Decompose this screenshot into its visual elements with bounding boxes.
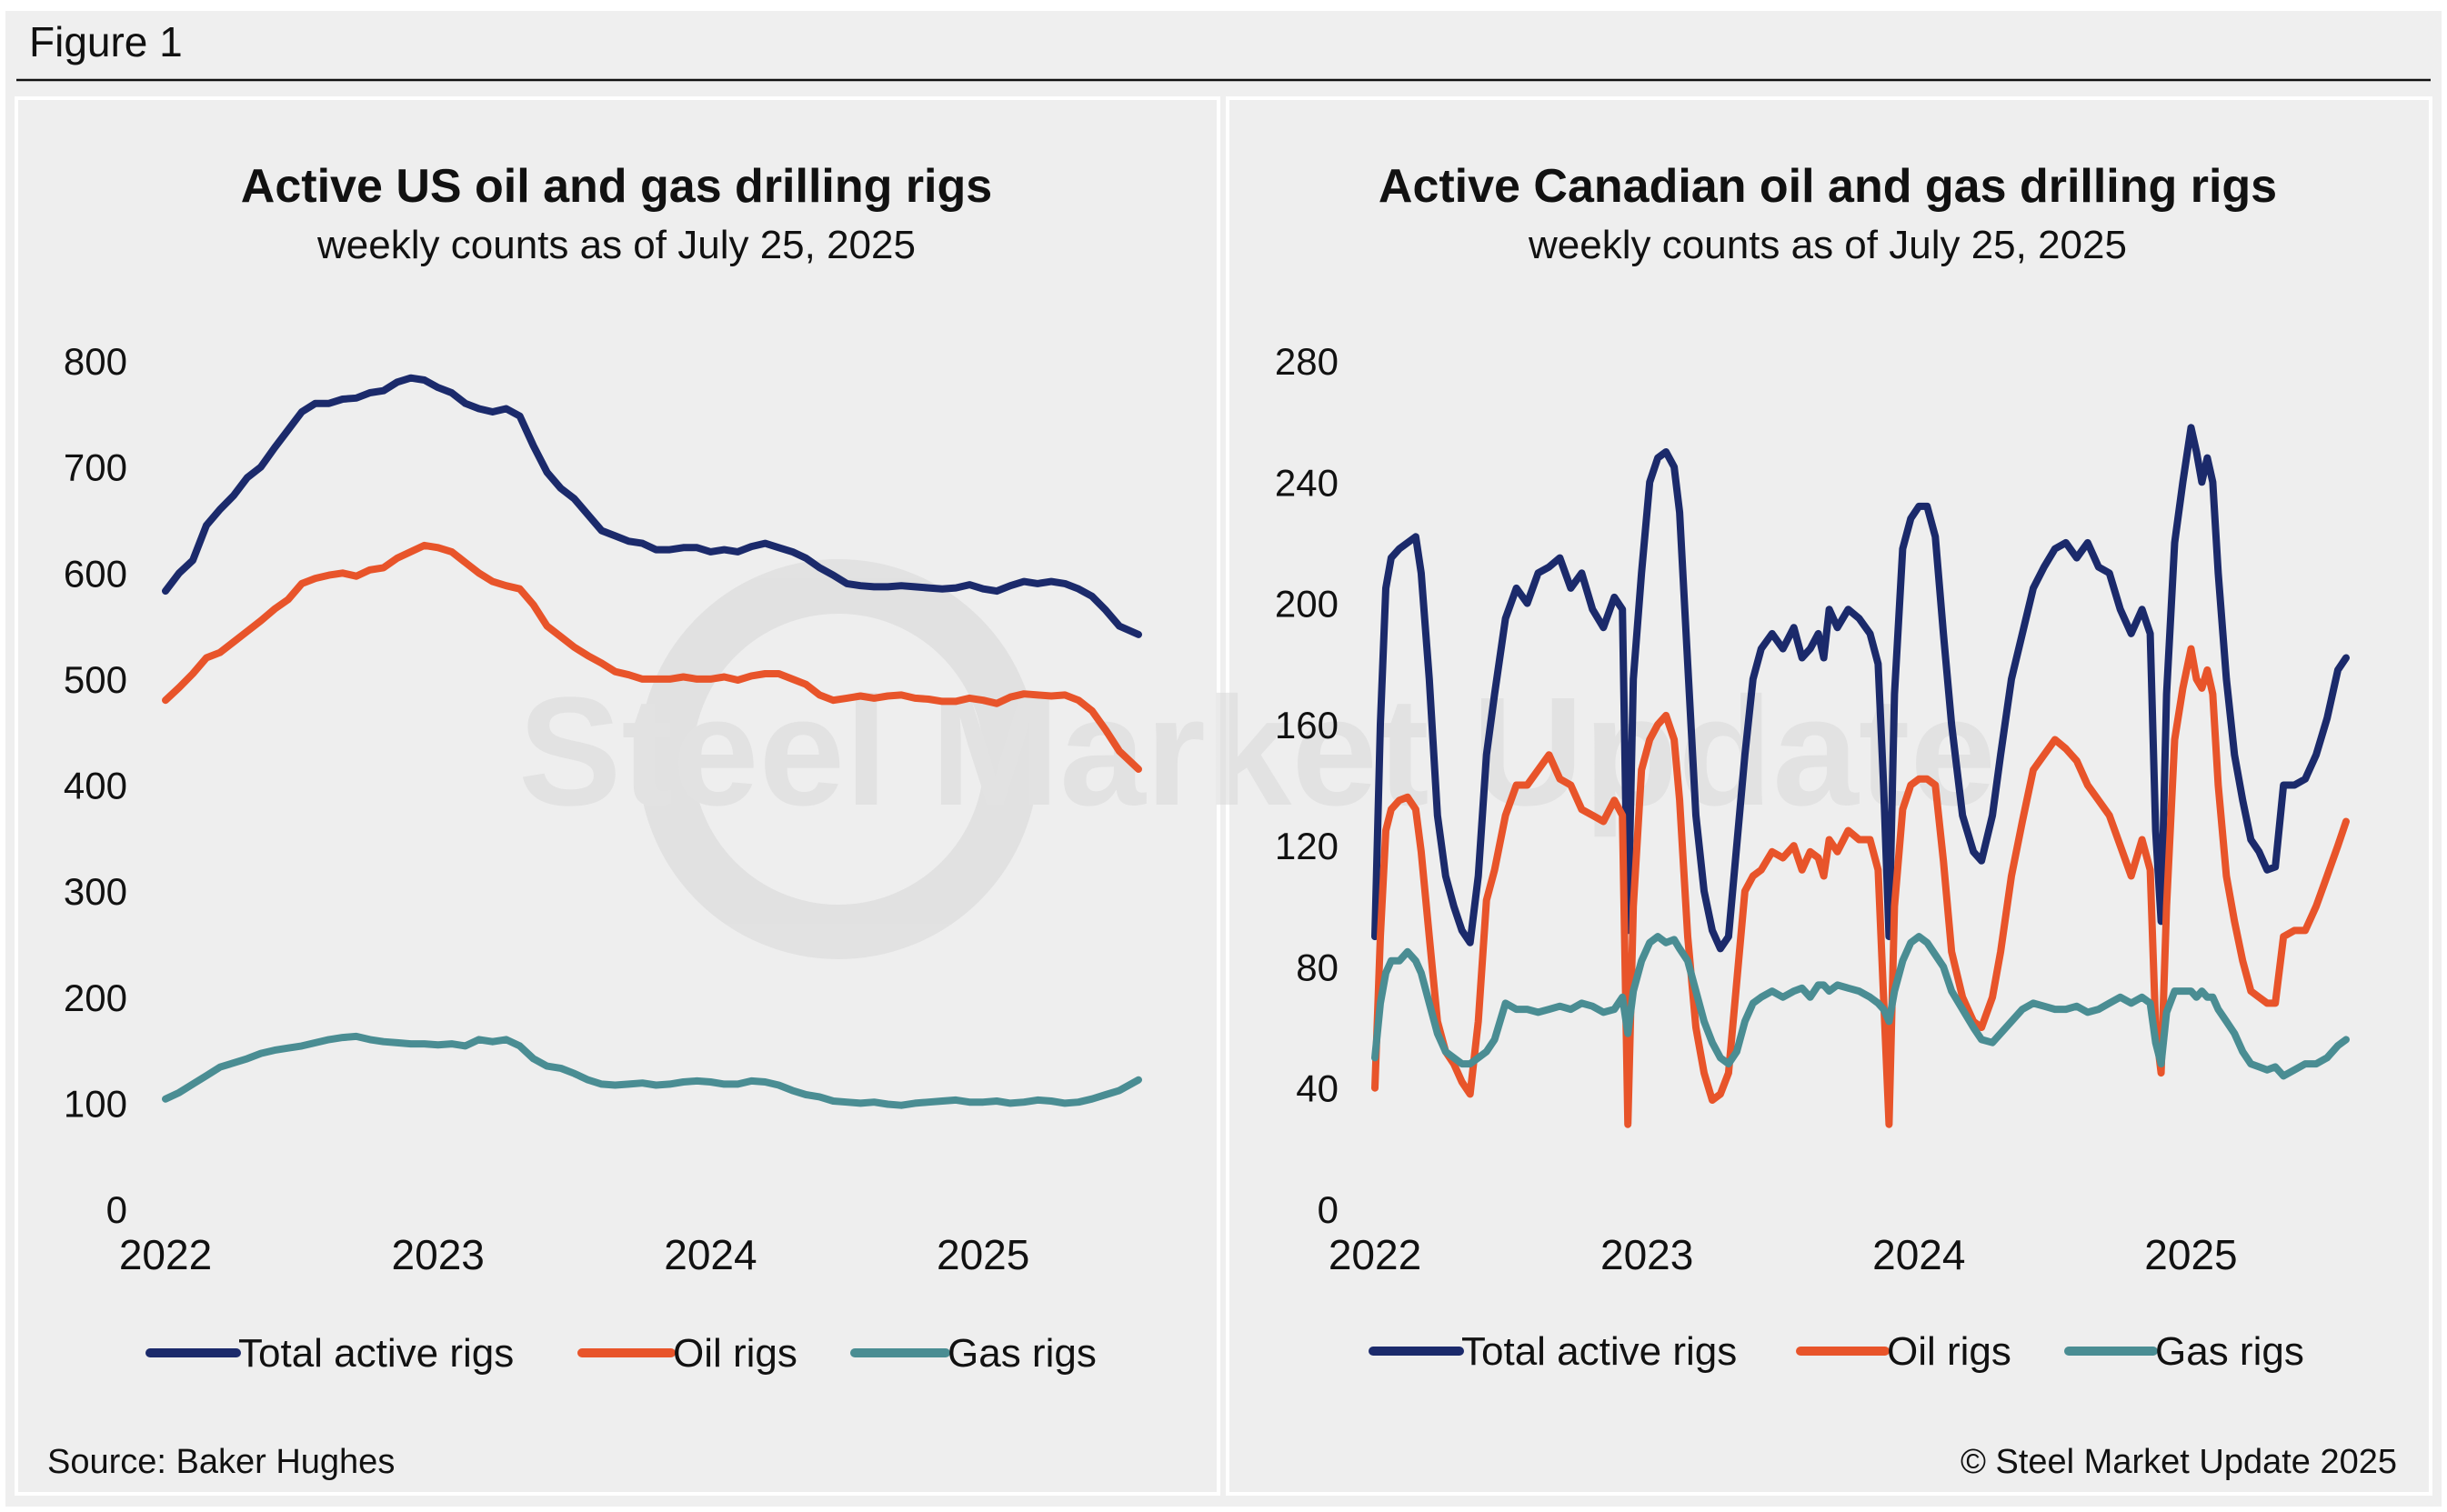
legend-label-oil: Oil rigs bbox=[1887, 1329, 2011, 1374]
source-note: Source: Baker Hughes bbox=[47, 1443, 395, 1481]
x-tick-label: 2022 bbox=[119, 1231, 212, 1278]
x-tick-label: 2023 bbox=[392, 1231, 485, 1278]
series-line-oil bbox=[162, 541, 1142, 773]
y-tick-label: 120 bbox=[1275, 825, 1339, 867]
legend-label-gas: Gas rigs bbox=[2155, 1329, 2304, 1374]
y-tick-label: 800 bbox=[64, 340, 127, 383]
x-tick-label: 2022 bbox=[1329, 1231, 1421, 1278]
us-rigs-chart: Active US oil and gas drilling rigs weekl… bbox=[64, 160, 1142, 1376]
canada-panel bbox=[1226, 96, 2432, 1496]
series-line-total bbox=[162, 374, 1142, 638]
y-tick-label: 200 bbox=[64, 976, 127, 1019]
y-tick-label: 500 bbox=[64, 658, 127, 701]
series-line-total bbox=[1371, 424, 2350, 953]
legend-label-oil: Oil rigs bbox=[673, 1331, 797, 1376]
y-tick-label: 160 bbox=[1275, 704, 1339, 746]
watermark-logo: Steel Market Update bbox=[518, 559, 1996, 959]
y-tick-label: 280 bbox=[1275, 340, 1339, 383]
x-tick-label: 2024 bbox=[1872, 1231, 1965, 1278]
series-line-oil bbox=[1371, 645, 2350, 1128]
legend-label-total: Total active rigs bbox=[238, 1331, 514, 1376]
y-tick-label: 300 bbox=[64, 870, 127, 913]
canada-rigs-chart: Active Canadian oil and gas drilling rig… bbox=[1275, 160, 2350, 1374]
copyright-note: © Steel Market Update 2025 bbox=[1961, 1443, 2397, 1481]
watermark-text: Steel Market Update bbox=[518, 666, 1996, 838]
y-tick-label: 240 bbox=[1275, 461, 1339, 504]
figure-label: Figure 1 bbox=[29, 18, 183, 65]
x-tick-label: 2025 bbox=[937, 1231, 1029, 1278]
y-tick-label: 400 bbox=[64, 765, 127, 807]
legend-label-total: Total active rigs bbox=[1461, 1329, 1737, 1374]
chart-title: Active US oil and gas drilling rigs bbox=[241, 160, 992, 213]
chart-subtitle: weekly counts as of July 25, 2025 bbox=[1528, 223, 2127, 267]
x-tick-label: 2024 bbox=[664, 1231, 757, 1278]
watermark-ring bbox=[638, 559, 1038, 959]
y-tick-label: 0 bbox=[1318, 1188, 1339, 1231]
chart-title: Active Canadian oil and gas drilling rig… bbox=[1379, 160, 2277, 213]
y-tick-label: 700 bbox=[64, 446, 127, 489]
y-tick-label: 200 bbox=[1275, 583, 1339, 626]
series-line-gas bbox=[162, 1032, 1142, 1109]
x-tick-label: 2023 bbox=[1600, 1231, 1693, 1278]
y-tick-label: 40 bbox=[1296, 1067, 1339, 1110]
y-tick-label: 0 bbox=[106, 1188, 127, 1231]
x-tick-label: 2025 bbox=[2144, 1231, 2237, 1278]
y-tick-label: 80 bbox=[1296, 946, 1339, 988]
legend-label-gas: Gas rigs bbox=[948, 1331, 1097, 1376]
y-tick-label: 600 bbox=[64, 552, 127, 595]
y-tick-label: 100 bbox=[64, 1082, 127, 1125]
chart-subtitle: weekly counts as of July 25, 2025 bbox=[316, 223, 916, 267]
series-line-gas bbox=[1371, 933, 2350, 1080]
